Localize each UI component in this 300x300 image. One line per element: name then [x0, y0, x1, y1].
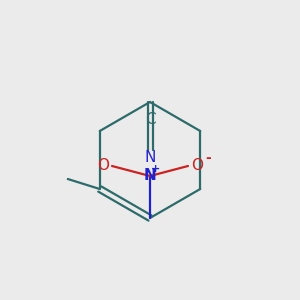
Text: C: C [145, 112, 155, 128]
Text: +: + [152, 164, 160, 174]
Text: N: N [144, 151, 156, 166]
Text: O: O [191, 158, 203, 172]
Text: N: N [144, 169, 156, 184]
Text: O: O [97, 158, 109, 172]
Text: -: - [205, 151, 211, 165]
